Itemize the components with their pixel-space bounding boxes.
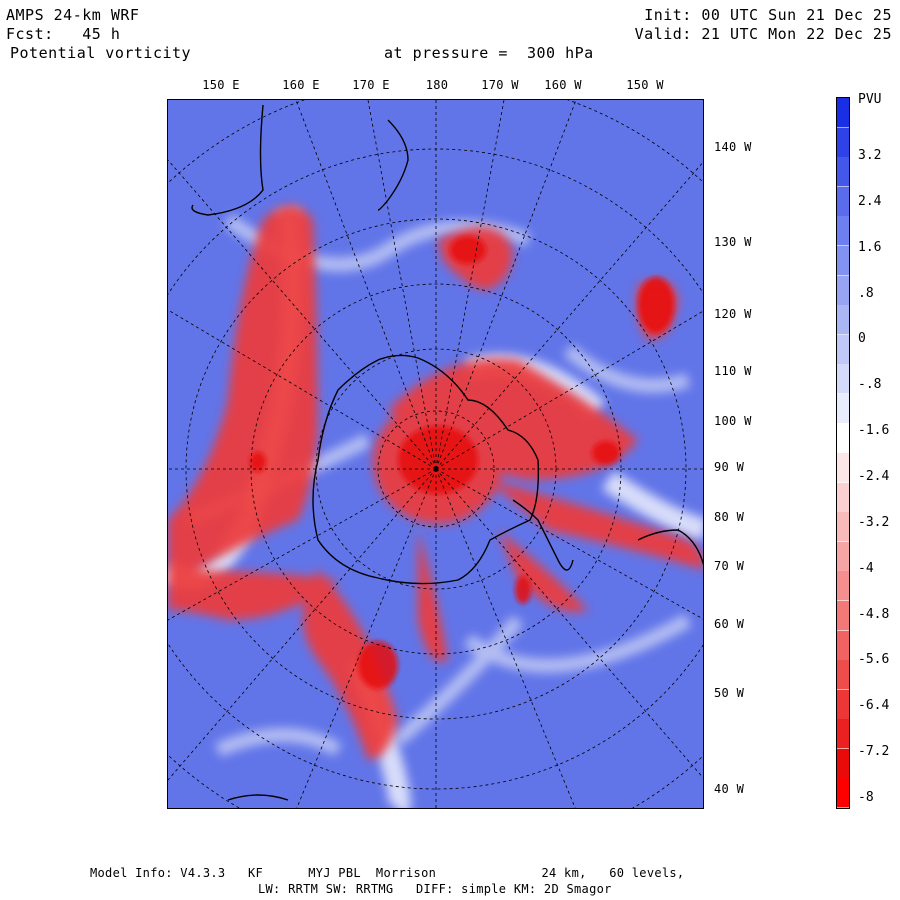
colorbar-segment xyxy=(837,571,849,602)
south-america-coastline xyxy=(637,529,703,566)
top-longitude-label: 150 W xyxy=(626,78,664,92)
colorbar-tick-label: 1.6 xyxy=(858,239,882,255)
colorbar-segment xyxy=(837,453,849,484)
colorbar-segment xyxy=(837,157,849,188)
init-time: Init: 00 UTC Sun 21 Dec 25 xyxy=(644,6,892,24)
colorbar-tick-label: -7.2 xyxy=(858,744,890,760)
right-longitude-label: 70 W xyxy=(714,559,745,573)
colorbar-tick-label: 0 xyxy=(858,331,866,347)
field-name: Potential vorticity xyxy=(10,44,192,62)
pv-colorbar xyxy=(836,97,850,809)
colorbar-segment xyxy=(837,275,849,306)
top-longitude-label: 170 E xyxy=(352,78,390,92)
model-title: AMPS 24-km WRF xyxy=(6,6,140,24)
map-canvas xyxy=(168,100,703,808)
coastlines xyxy=(191,104,703,801)
colorbar-segment xyxy=(837,186,849,217)
potential-vorticity-map[interactable] xyxy=(167,99,704,809)
colorbar-segment xyxy=(837,423,849,454)
colorbar-tick-label: -3.2 xyxy=(858,514,890,530)
top-longitude-label: 180 xyxy=(425,78,449,92)
graticule xyxy=(168,100,703,808)
colorbar-segment xyxy=(837,482,849,513)
colorbar-segment xyxy=(837,541,849,572)
colorbar-segment xyxy=(837,216,849,247)
colorbar-tick-label: 3.2 xyxy=(858,148,882,163)
right-longitude-label: 80 W xyxy=(714,510,745,524)
colorbar-unit: PVU xyxy=(858,92,882,107)
colorbar-tick-label: -8 xyxy=(858,790,874,805)
colorbar-segment xyxy=(837,393,849,424)
top-longitude-label: 160 W xyxy=(544,78,582,92)
colorbar-segment xyxy=(837,689,849,720)
right-longitude-label: 100 W xyxy=(714,414,752,428)
colorbar-tick-label: -1.6 xyxy=(858,423,890,439)
colorbar-tick-label: -4.8 xyxy=(858,606,890,622)
colorbar-segment xyxy=(837,364,849,395)
colorbar-tick-label: -5.6 xyxy=(858,652,890,668)
tasmania-coastline xyxy=(191,104,264,216)
colorbar-segment xyxy=(837,630,849,661)
right-longitude-label: 50 W xyxy=(714,686,745,700)
right-longitude-label: 110 W xyxy=(714,364,752,378)
colorbar-segment xyxy=(837,512,849,543)
colorbar-segment xyxy=(837,334,849,365)
valid-time: Valid: 21 UTC Mon 22 Dec 25 xyxy=(634,25,892,43)
top-longitude-label: 170 W xyxy=(481,78,519,92)
colorbar-tick-label: .8 xyxy=(858,285,874,301)
colorbar-segment xyxy=(837,600,849,631)
colorbar-tick-label: -4 xyxy=(858,560,874,576)
colorbar-tick-label: -.8 xyxy=(858,377,882,393)
colorbar-segment xyxy=(837,305,849,336)
new-zealand-coastline xyxy=(377,119,409,211)
colorbar-segment xyxy=(837,98,849,129)
model-info-line2: LW: RRTM SW: RRTMG DIFF: simple KM: 2D S… xyxy=(258,882,612,896)
colorbar-segment xyxy=(837,245,849,276)
colorbar-segment xyxy=(837,778,849,809)
right-longitude-label: 140 W xyxy=(714,140,752,154)
antarctic-peninsula-coastline xyxy=(512,499,574,571)
pressure-level: at pressure = 300 hPa xyxy=(384,44,594,62)
australia-coast-bottom xyxy=(227,794,289,801)
colorbar-tick-label: -6.4 xyxy=(858,698,890,714)
colorbar-tick-label: -2.4 xyxy=(858,469,890,484)
right-longitude-label: 60 W xyxy=(714,617,745,631)
antarctica-coastline xyxy=(312,354,540,585)
right-longitude-label: 130 W xyxy=(714,235,752,249)
colorbar-segment xyxy=(837,748,849,779)
top-longitude-label: 150 E xyxy=(202,78,240,92)
colorbar-segment xyxy=(837,660,849,691)
colorbar-segment xyxy=(837,127,849,158)
top-longitude-label: 160 E xyxy=(282,78,320,92)
model-info-line1: Model Info: V4.3.3 KF MYJ PBL Morrison 2… xyxy=(90,866,685,880)
colorbar-tick-label: 2.4 xyxy=(858,193,882,209)
pv-strong-cores xyxy=(250,236,674,689)
right-longitude-label: 90 W xyxy=(714,460,745,474)
right-longitude-label: 40 W xyxy=(714,782,745,796)
colorbar-segment xyxy=(837,719,849,750)
forecast-hour: Fcst: 45 h xyxy=(6,25,121,43)
right-longitude-label: 120 W xyxy=(714,307,752,321)
